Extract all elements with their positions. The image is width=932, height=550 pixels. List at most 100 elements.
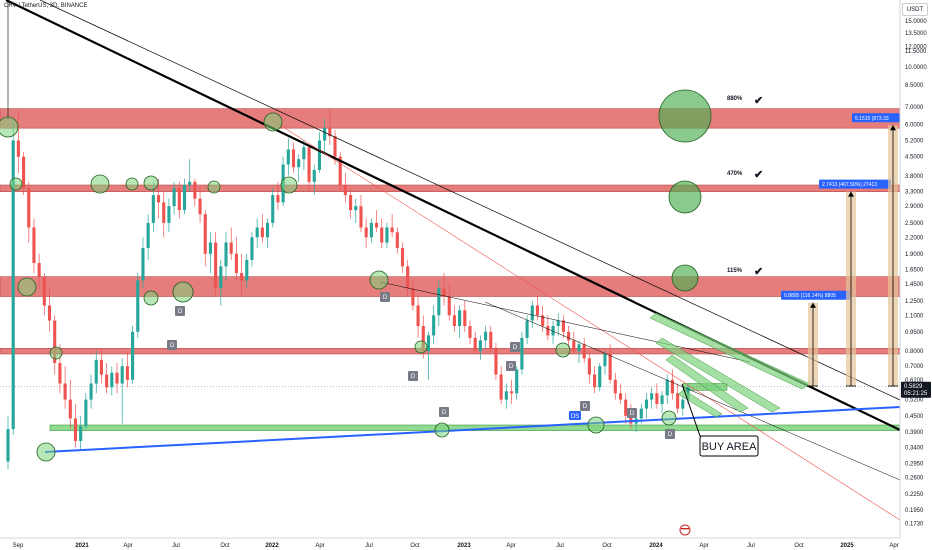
candle-body: [629, 415, 633, 424]
candle-body: [32, 227, 36, 264]
buy-area-box: [699, 435, 759, 457]
price-tick-label: 11.5000: [905, 49, 927, 55]
dividend-badge-label: D: [630, 411, 635, 417]
touch-point-circle: [49, 346, 63, 360]
time-tick-label: Oct: [602, 543, 612, 549]
price-tick-label: 15.0000: [905, 19, 927, 25]
time-tick-label: Apr: [123, 543, 132, 549]
candle-body: [167, 206, 171, 223]
candle-body: [463, 310, 467, 327]
touch-point-circle: [587, 416, 605, 434]
drawings-layer: 0.8805 (116.14%) 8805 115% ✔ 2.7413 (467.50…: [0, 0, 901, 521]
price-tick-label: 3.3000: [905, 190, 924, 196]
candle-body: [84, 399, 88, 427]
candle-body: [655, 393, 659, 405]
candle-body: [63, 383, 67, 400]
dividend-badge-label: D: [411, 374, 416, 380]
candle-body: [234, 253, 238, 274]
target-label: 5.1515 (873.33: [855, 116, 889, 122]
touch-point-circle: [17, 277, 37, 297]
candle-body: [162, 202, 166, 223]
price-tick-label: 0.1950: [905, 508, 924, 514]
candle-body: [291, 149, 296, 168]
candle-body: [613, 379, 617, 394]
price-tick-label: 0.9500: [905, 330, 924, 336]
price-tick-label: 0.2250: [905, 492, 924, 498]
candle-body: [364, 227, 368, 238]
candle-body: [665, 379, 669, 396]
candle-body: [437, 288, 441, 316]
time-tick-label: 2024: [649, 543, 663, 549]
candle-body: [380, 227, 384, 243]
candle-body: [426, 335, 431, 352]
candle-body: [530, 305, 534, 321]
target-circle: [668, 180, 702, 214]
currency-unit-button[interactable]: USDT: [902, 3, 928, 16]
resistance-zone-3: [0, 276, 901, 297]
dividend-badge: [510, 342, 520, 352]
dividend-badge: [167, 340, 177, 350]
time-tick-label: Sep: [13, 543, 24, 549]
dividend-badge: [439, 407, 449, 417]
price-tick-label: 0.8000: [905, 349, 924, 355]
split-badge: [569, 411, 581, 420]
time-tick-label: Oct: [410, 543, 420, 549]
price-tick-label: 0.3900: [905, 430, 924, 436]
time-tick-label: 2025: [840, 543, 854, 549]
candle-body: [105, 374, 109, 388]
price-tick-label: 0.3400: [905, 445, 924, 451]
candle-body: [214, 242, 218, 289]
candle-body: [478, 340, 482, 352]
candle-body: [473, 337, 477, 352]
touch-point-circle: [434, 422, 450, 438]
candle-body: [302, 147, 306, 160]
target-circle: [671, 264, 699, 292]
event-flag-stripe: [681, 528, 689, 530]
candle-body: [572, 340, 576, 352]
candle-body: [16, 140, 20, 157]
touch-point-circle: [36, 442, 56, 462]
candle-body: [515, 369, 519, 394]
price-tick-label: 5.2000: [905, 138, 924, 144]
candle-body: [525, 320, 529, 338]
target-arrow-head: [848, 191, 854, 197]
candle-body: [177, 188, 181, 211]
candle-body: [411, 288, 415, 306]
candle-body: [618, 393, 623, 400]
candle-body: [556, 320, 560, 327]
price-tick-label: 2.5000: [905, 221, 924, 227]
candle-body: [608, 353, 612, 380]
candle-body: [156, 195, 161, 203]
target-arrow-head: [890, 125, 896, 131]
candle-body: [484, 331, 488, 341]
dividend-badge: [175, 306, 185, 316]
candle-body: [22, 156, 26, 189]
target-percent: 880%: [727, 96, 743, 102]
candle-body: [624, 399, 628, 416]
candle-body: [374, 222, 379, 228]
time-axis: Sep 2021 Apr Jul Oct 2022 Apr Jul Oct 2023 Apr Jul O…: [0, 524, 900, 549]
time-tick-label: Jul: [556, 543, 564, 549]
candle-body: [240, 273, 244, 281]
time-tick-label: Jul: [172, 543, 180, 549]
price-tick-label: 6.0000: [905, 122, 924, 128]
candle-body: [255, 227, 259, 238]
candle-body: [359, 206, 363, 228]
touch-point-circle: [414, 340, 428, 354]
candle-body: [47, 305, 52, 321]
dividend-badge-label: D: [442, 410, 447, 416]
candle-body: [6, 429, 10, 462]
candle-body: [312, 169, 316, 182]
touch-point-circle: [125, 177, 139, 191]
price-tick-label: 12.0000: [905, 44, 927, 50]
target-label-box: [781, 290, 850, 300]
candle-body: [551, 326, 555, 336]
time-tick-label: Jul: [747, 543, 755, 549]
candle-body: [89, 383, 93, 400]
event-flag-icon: [679, 524, 691, 536]
candle-body: [37, 263, 41, 277]
candle-body: [504, 391, 508, 400]
candle-body: [125, 366, 129, 380]
